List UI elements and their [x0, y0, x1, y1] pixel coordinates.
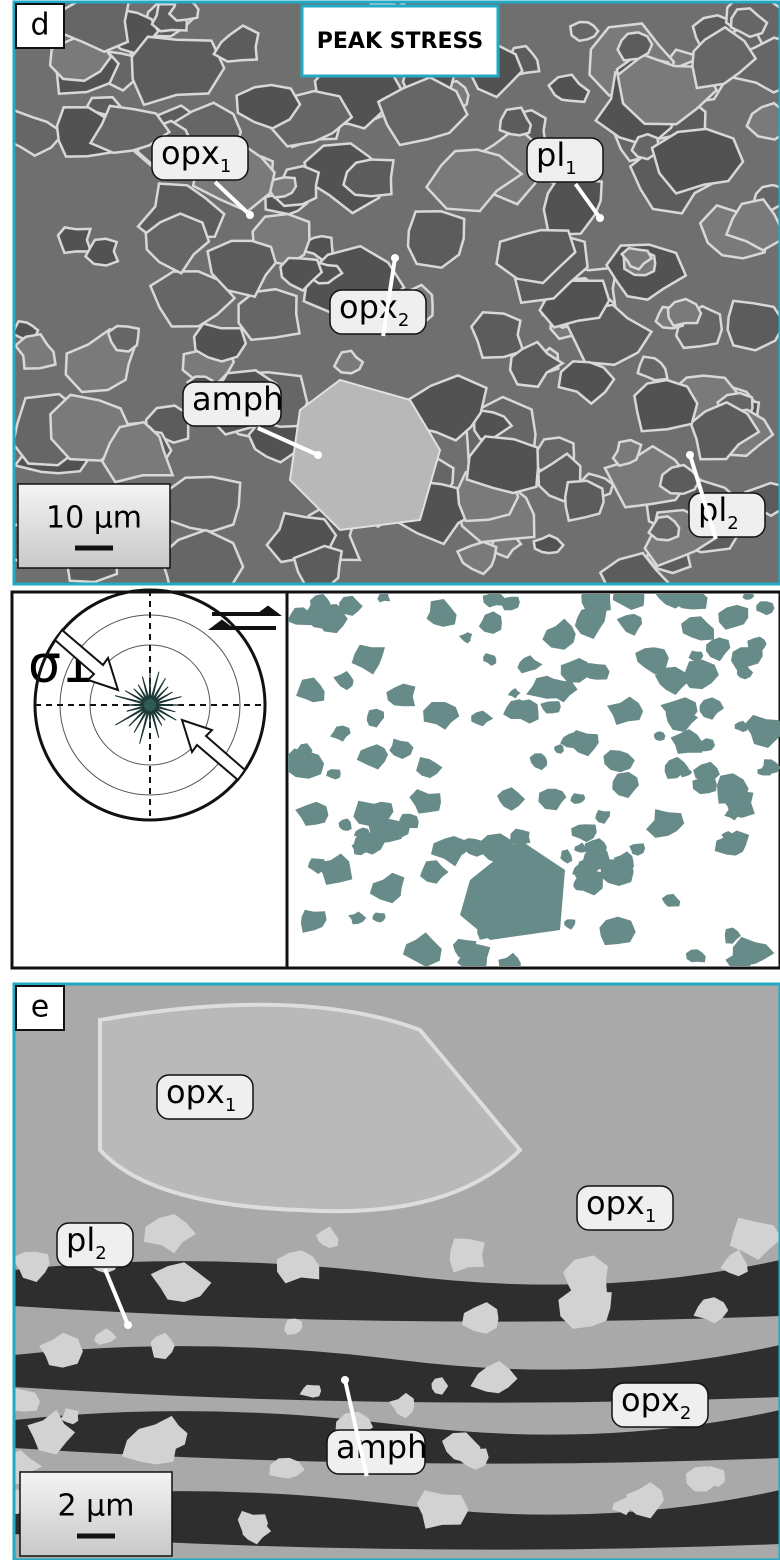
grain: [565, 481, 603, 521]
label-text: amph: [336, 1428, 427, 1466]
label-sub: 1: [645, 1206, 656, 1227]
arrow-head: [246, 211, 254, 219]
figure: σ1 opx1pl1opx2amphpl2opx1opx1pl2amphopx2…: [0, 0, 780, 1560]
label-sub: 2: [680, 1403, 691, 1424]
label-text: opx: [586, 1184, 645, 1222]
frame-middle: [12, 592, 780, 968]
label-text: opx: [621, 1381, 680, 1419]
label-text: amph: [192, 380, 283, 418]
label-text: pl: [66, 1221, 95, 1259]
arrow-head: [341, 1376, 349, 1384]
arrow-head: [124, 1321, 132, 1329]
bright-grain: [417, 1490, 469, 1529]
label-text: opx: [161, 134, 220, 172]
arrow-head: [391, 254, 399, 262]
panel-letter: e: [31, 990, 49, 1025]
label-text: pl: [536, 136, 565, 174]
panel-letter: d: [30, 8, 49, 43]
label-sub: 1: [565, 158, 576, 179]
phase-grain: [725, 956, 750, 975]
grain: [58, 227, 91, 253]
grain: [163, 477, 240, 532]
scale-label: 10 µm: [46, 501, 142, 536]
grain: [728, 301, 780, 350]
arrow-head: [596, 214, 604, 222]
label-sub: 2: [95, 1243, 106, 1264]
title: PEAK STRESS: [317, 29, 483, 54]
label: amph: [192, 380, 283, 418]
grain: [634, 380, 697, 431]
phase-grain: [399, 814, 419, 830]
label-sub: 2: [727, 513, 738, 534]
scale-label: 2 µm: [58, 1489, 135, 1524]
label-sub: 2: [398, 310, 409, 331]
label-text: opx: [166, 1073, 225, 1111]
label-sub: 1: [225, 1095, 236, 1116]
label-sub: 1: [220, 156, 231, 177]
label: amph: [336, 1428, 427, 1466]
arrow-head: [314, 451, 322, 459]
arrow-head: [686, 451, 694, 459]
phase-grain: [501, 597, 520, 611]
page: σ1 opx1pl1opx2amphpl2opx1opx1pl2amphopx2…: [0, 0, 780, 1560]
grain: [239, 289, 300, 340]
grain: [668, 299, 701, 326]
